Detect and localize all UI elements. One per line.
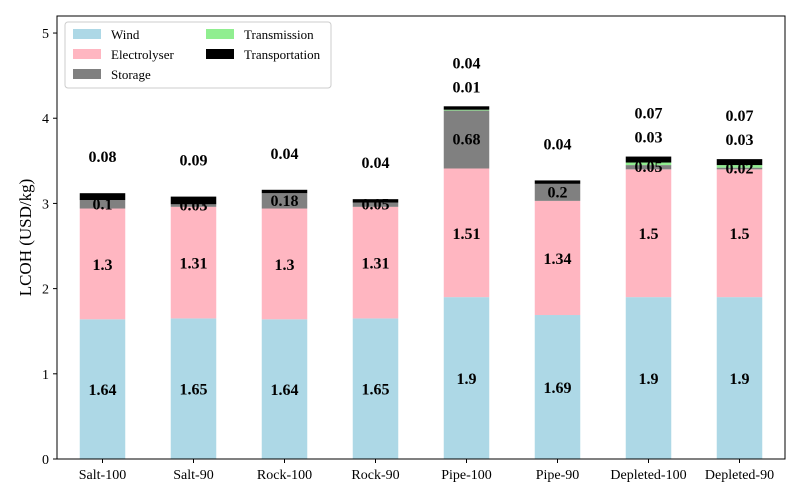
bar-transportation-pipe-90 [534,180,581,184]
bar-electrolyser-rock-90 [352,206,399,319]
legend-swatch-wind [73,29,101,39]
bar-storage-rock-100 [261,193,308,209]
data-label-wind-depleted-90: 1.9 [730,371,750,388]
legend-label-transmission: Transmission [244,27,314,42]
bar-storage-pipe-100 [443,110,490,169]
data-label-storage-pipe-90: 0.2 [548,184,568,201]
bar-electrolyser-rock-100 [261,208,308,320]
legend-swatch-storage [73,69,101,79]
bar-electrolyser-salt-90 [170,206,217,319]
legend-swatch-electrolyser [73,49,101,59]
bar-transmission-depleted-90 [716,165,763,168]
legend-label-storage: Storage [111,67,151,82]
bar-wind-depleted-90 [716,297,763,459]
data-label-wind-rock-90: 1.65 [362,382,390,399]
data-label-transportation-rock-90: 0.04 [362,155,390,172]
legend-label-wind: Wind [111,27,140,42]
bar-transportation-salt-100 [79,193,126,201]
y-tick-label-4: 4 [42,112,49,127]
bar-electrolyser-salt-100 [79,208,126,320]
y-tick-label-2: 2 [42,283,49,298]
data-label-transportation-pipe-90: 0.04 [544,136,572,153]
y-tick-label-0: 0 [42,453,49,468]
legend-label-electrolyser: Electrolyser [111,47,174,62]
bar-wind-salt-100 [79,319,126,459]
bar-electrolyser-depleted-90 [716,169,763,298]
x-tick-label-salt-90: Salt-90 [173,468,213,483]
legend-swatch-transmission [206,29,234,39]
bar-transportation-rock-90 [352,199,399,203]
bar-storage-depleted-100 [625,165,672,170]
data-label-wind-rock-100: 1.64 [271,382,299,399]
y-tick-label-3: 3 [42,197,49,212]
legend-label-transportation: Transportation [244,47,321,62]
bar-transmission-depleted-100 [625,162,672,166]
data-label-wind-pipe-90: 1.69 [544,380,572,397]
data-label-transportation-rock-100: 0.04 [271,146,299,163]
data-label-wind-salt-100: 1.64 [89,382,117,399]
y-tick-label-5: 5 [42,27,49,42]
bar-wind-salt-90 [170,318,217,459]
data-label-storage-rock-100: 0.18 [271,193,299,210]
bar-transmission-pipe-100 [443,109,490,111]
data-label-transmission-depleted-90: 0.03 [726,132,754,149]
y-axis-label: LCOH (USD/kg) [16,179,35,297]
data-label-storage-pipe-100: 0.68 [453,132,481,149]
data-label-storage-depleted-100: 0.05 [635,159,663,176]
x-tick-label-rock-100: Rock-100 [257,468,312,483]
bar-wind-rock-100 [261,319,308,459]
data-label-electrolyser-pipe-100: 1.51 [453,226,481,243]
x-tick-label-rock-90: Rock-90 [351,468,399,483]
bar-transportation-depleted-90 [716,159,763,166]
data-label-electrolyser-salt-90: 1.31 [180,256,208,273]
data-label-storage-salt-90: 0.03 [180,198,208,215]
data-label-electrolyser-depleted-100: 1.5 [639,226,659,243]
x-tick-label-pipe-90: Pipe-90 [536,468,580,483]
data-label-transmission-pipe-100: 0.01 [453,79,481,96]
data-label-wind-salt-90: 1.65 [180,382,208,399]
y-tick-label-1: 1 [42,368,49,383]
x-tick-label-depleted-100: Depleted-100 [610,468,686,483]
legend-swatch-transportation [206,49,234,59]
bar-transportation-pipe-100 [443,106,490,110]
plot-frame [56,15,786,460]
bar-wind-pipe-90 [534,315,581,459]
bar-storage-rock-90 [352,202,399,207]
bar-storage-depleted-90 [716,167,763,170]
x-tick-label-depleted-90: Depleted-90 [705,468,774,483]
data-label-wind-depleted-100: 1.9 [639,371,659,388]
data-label-storage-depleted-90: 0.02 [726,160,754,177]
bar-transportation-salt-90 [170,196,217,205]
data-label-electrolyser-salt-100: 1.3 [93,257,113,274]
data-label-transportation-salt-100: 0.08 [89,149,117,166]
data-label-transportation-pipe-100: 0.04 [453,55,481,72]
bar-storage-salt-90 [170,204,217,207]
data-label-transportation-depleted-100: 0.07 [635,106,663,123]
bar-storage-pipe-90 [534,183,581,201]
data-label-electrolyser-rock-90: 1.31 [362,256,390,273]
data-label-transportation-depleted-90: 0.07 [726,108,754,125]
bar-wind-pipe-100 [443,297,490,459]
x-tick-label-salt-100: Salt-100 [79,468,126,483]
bar-storage-salt-100 [79,200,126,209]
data-label-storage-salt-100: 0.1 [93,196,113,213]
data-label-electrolyser-pipe-90: 1.34 [544,251,572,268]
bar-wind-depleted-100 [625,297,672,459]
data-label-electrolyser-depleted-90: 1.5 [730,226,750,243]
bar-electrolyser-pipe-90 [534,200,581,316]
legend-box [64,21,332,89]
bar-electrolyser-depleted-100 [625,169,672,298]
data-label-electrolyser-rock-100: 1.3 [275,257,295,274]
data-label-transportation-salt-90: 0.09 [180,153,208,170]
x-tick-label-pipe-100: Pipe-100 [441,468,492,483]
bar-transportation-depleted-100 [625,156,672,163]
data-label-transmission-depleted-100: 0.03 [635,130,663,147]
data-label-wind-pipe-100: 1.9 [457,371,477,388]
bar-electrolyser-pipe-100 [443,168,490,298]
bar-wind-rock-90 [352,318,399,459]
data-label-storage-rock-90: 0.05 [362,197,390,214]
bar-transportation-rock-100 [261,189,308,194]
